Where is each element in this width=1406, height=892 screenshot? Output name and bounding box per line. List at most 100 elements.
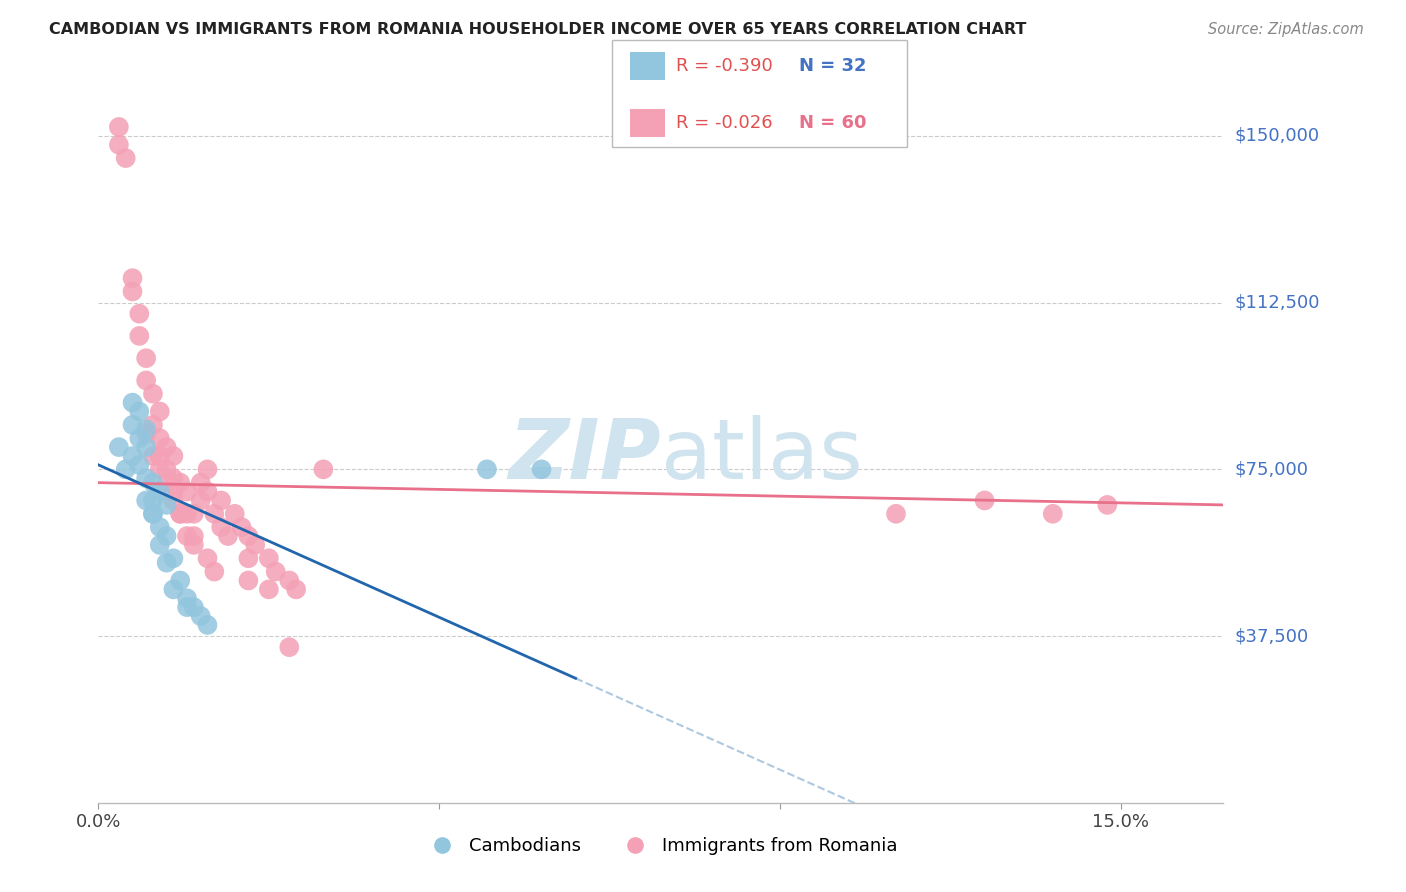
Point [108, 137, 131, 152]
Point [128, 307, 150, 321]
Point [149, 484, 172, 499]
Point [135, 426, 157, 441]
Point [121, 449, 143, 463]
Point [149, 520, 172, 534]
Point [162, 551, 184, 566]
Point [149, 431, 172, 445]
Text: $37,500: $37,500 [1234, 627, 1309, 645]
Point [162, 449, 184, 463]
Point [128, 404, 150, 418]
Point [278, 574, 301, 588]
Point [121, 285, 143, 299]
Point [197, 462, 219, 476]
Point [278, 640, 301, 655]
Point [475, 462, 498, 476]
Point [202, 507, 225, 521]
Point [128, 329, 150, 343]
Point [176, 600, 198, 615]
Point [973, 493, 995, 508]
Point [238, 551, 260, 566]
Point [121, 417, 143, 432]
Point [149, 449, 172, 463]
Point [197, 618, 219, 632]
Point [217, 529, 239, 543]
Point [190, 609, 212, 624]
Point [169, 507, 191, 521]
Point [142, 507, 165, 521]
Point [155, 475, 177, 490]
Point [190, 475, 212, 490]
Point [142, 417, 165, 432]
Point [135, 373, 157, 387]
Point [114, 462, 136, 476]
Text: R = -0.026: R = -0.026 [676, 114, 773, 132]
Text: R = -0.390: R = -0.390 [676, 57, 773, 75]
Point [121, 271, 143, 285]
Point [197, 551, 219, 566]
Point [135, 471, 157, 485]
Point [135, 440, 157, 454]
Point [169, 507, 191, 521]
Point [142, 493, 165, 508]
Point [169, 475, 191, 490]
Text: CAMBODIAN VS IMMIGRANTS FROM ROMANIA HOUSEHOLDER INCOME OVER 65 YEARS CORRELATIO: CAMBODIAN VS IMMIGRANTS FROM ROMANIA HOU… [49, 22, 1026, 37]
Point [1042, 507, 1064, 521]
Point [121, 395, 143, 409]
Text: ZIP: ZIP [508, 416, 661, 497]
Legend: Cambodians, Immigrants from Romania: Cambodians, Immigrants from Romania [416, 830, 905, 863]
Point [1097, 498, 1119, 512]
Point [155, 498, 177, 512]
Point [257, 551, 280, 566]
Point [169, 574, 191, 588]
Point [149, 538, 172, 552]
Point [114, 151, 136, 165]
Point [530, 462, 553, 476]
Point [135, 493, 157, 508]
Text: $150,000: $150,000 [1234, 127, 1319, 145]
Point [264, 565, 287, 579]
Point [183, 600, 205, 615]
Point [128, 458, 150, 472]
Point [202, 565, 225, 579]
Point [135, 351, 157, 366]
Point [142, 475, 165, 490]
Point [149, 462, 172, 476]
Point [155, 440, 177, 454]
Point [176, 507, 198, 521]
Point [142, 507, 165, 521]
Point [155, 556, 177, 570]
Text: atlas: atlas [661, 416, 862, 497]
Point [197, 484, 219, 499]
Point [238, 574, 260, 588]
Text: N = 32: N = 32 [799, 57, 866, 75]
Point [176, 591, 198, 606]
Point [209, 493, 232, 508]
Point [231, 520, 253, 534]
Text: $75,000: $75,000 [1234, 460, 1309, 478]
Point [162, 493, 184, 508]
Text: N = 60: N = 60 [799, 114, 866, 132]
Point [190, 493, 212, 508]
Point [162, 484, 184, 499]
Point [312, 462, 335, 476]
Point [183, 538, 205, 552]
Point [155, 462, 177, 476]
Text: Source: ZipAtlas.com: Source: ZipAtlas.com [1208, 22, 1364, 37]
Point [884, 507, 907, 521]
Point [162, 471, 184, 485]
Point [285, 582, 308, 597]
Point [155, 529, 177, 543]
Point [149, 404, 172, 418]
Point [108, 440, 131, 454]
Text: $112,500: $112,500 [1234, 293, 1320, 311]
Point [128, 431, 150, 445]
Point [108, 120, 131, 134]
Point [224, 507, 246, 521]
Point [183, 529, 205, 543]
Point [162, 582, 184, 597]
Point [142, 386, 165, 401]
Point [142, 449, 165, 463]
Point [257, 582, 280, 597]
Point [183, 507, 205, 521]
Point [176, 484, 198, 499]
